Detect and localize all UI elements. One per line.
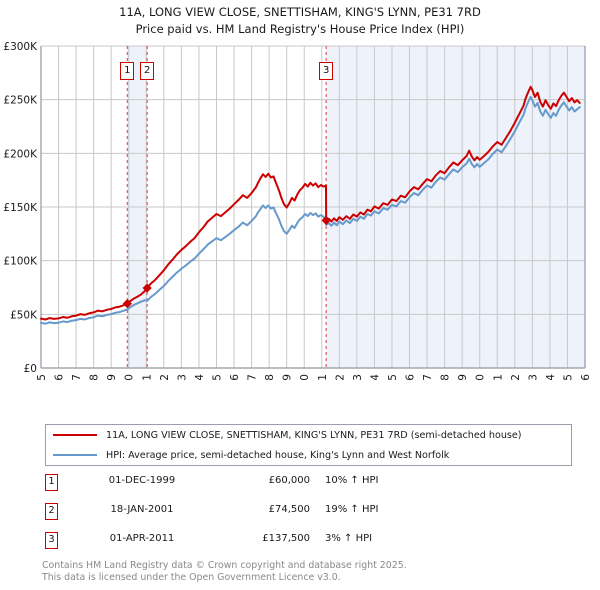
x-axis-tick-label: 2011 (317, 374, 329, 380)
sale-date: 01-DEC-1999 (108, 475, 176, 486)
x-axis-tick-label: 2014 (369, 374, 381, 380)
x-axis-tick-label: 2022 (510, 374, 522, 380)
sale-point-marker-2 (142, 283, 152, 293)
legend-swatch-hpi (53, 454, 97, 456)
y-axis-tick-label: £300K (3, 41, 38, 53)
x-axis-tick-label: 2009 (282, 374, 294, 380)
title-line-2: Price paid vs. HM Land Registry's House … (135, 22, 465, 36)
attribution: Contains HM Land Registry data © Crown c… (42, 560, 582, 583)
x-axis-tick-label: 2020 (475, 374, 487, 380)
x-axis-tick-label: 2021 (492, 374, 504, 380)
y-axis-tick-label: £100K (3, 256, 38, 268)
series-line-hpi (40, 95, 581, 325)
table-row: 3 01-APR-2011 £137,500 3% ↑ HPI (45, 532, 575, 561)
x-axis-tick-label: 2017 (422, 374, 434, 380)
x-axis-tick-label: 1997 (71, 374, 83, 380)
sales-table: 1 01-DEC-1999 £60,000 10% ↑ HPI 2 18-JAN… (45, 474, 575, 561)
sale-hpi-delta: 19% ↑ HPI (325, 504, 379, 515)
legend-item-property: 11A, LONG VIEW CLOSE, SNETTISHAM, KING'S… (46, 425, 571, 445)
sale-price: £137,500 (262, 533, 310, 544)
x-axis-tick-label: 1996 (54, 374, 66, 380)
sale-date: 18-JAN-2001 (110, 504, 174, 515)
sale-index-badge: 3 (45, 532, 58, 549)
x-axis-tick-label: 2018 (440, 374, 452, 380)
legend-swatch-property (53, 434, 97, 436)
sale-date: 01-APR-2011 (109, 533, 175, 544)
page-title: 11A, LONG VIEW CLOSE, SNETTISHAM, KING'S… (0, 4, 600, 38)
x-axis-tick-label: 1999 (106, 374, 118, 380)
x-axis-tick-label: 2013 (352, 374, 364, 380)
x-axis-tick-label: 2004 (194, 374, 206, 380)
sale-hpi-delta: 10% ↑ HPI (325, 475, 379, 486)
attribution-line-1: Contains HM Land Registry data © Crown c… (42, 560, 407, 571)
x-axis-tick-label: 2001 (141, 374, 153, 380)
price-history-chart: £0 £50K £100K £150K £200K £250K £300K 1995 1996 1… (3, 41, 592, 380)
sale-point-marker-3 (321, 215, 331, 226)
x-axis-tick-label: 1995 (36, 374, 48, 380)
x-axis-tick-label: 2016 (405, 374, 417, 380)
x-axis-tick-label: 2008 (264, 374, 276, 380)
sale-point-marker-1 (122, 299, 132, 309)
x-axis-tick-label: 1998 (89, 374, 101, 380)
sale-marker-badge-2: 2 (140, 62, 155, 80)
legend-label-property: 11A, LONG VIEW CLOSE, SNETTISHAM, KING'S… (106, 429, 522, 441)
x-axis-tick-label: 2003 (176, 374, 188, 380)
y-axis-tick-label: £200K (3, 148, 38, 160)
sale-marker-badge-1: 1 (120, 62, 135, 80)
legend-item-hpi: HPI: Average price, semi-detached house,… (46, 445, 571, 465)
y-axis-tick-label: £0 (24, 363, 37, 375)
sale-marker-badge-3: 3 (319, 62, 334, 80)
x-axis-tick-label: 2019 (457, 374, 469, 380)
y-axis-tick-label: £50K (10, 309, 38, 321)
x-axis-tick-label: 2010 (299, 374, 311, 380)
x-axis-tick-label: 2005 (211, 374, 223, 380)
y-axis-tick-label: £150K (3, 202, 38, 214)
x-axis-tick-label: 2006 (229, 374, 241, 380)
y-axis-tick-label: £250K (3, 95, 38, 107)
x-axis-tick-label: 2025 (562, 374, 574, 380)
x-axis-tick-label: 2024 (545, 374, 557, 380)
x-axis-tick-label: 2012 (334, 374, 346, 380)
x-axis-tick-label: 2015 (387, 374, 399, 380)
sale-index-badge: 1 (45, 474, 58, 491)
attribution-line-2: This data is licensed under the Open Gov… (42, 571, 341, 583)
x-axis-tick-label: 2026 (580, 374, 592, 380)
sale-price: £74,500 (268, 504, 310, 515)
chart-legend: 11A, LONG VIEW CLOSE, SNETTISHAM, KING'S… (45, 424, 572, 466)
legend-label-hpi: HPI: Average price, semi-detached house,… (106, 449, 450, 461)
x-axis-tick-label: 2007 (247, 374, 259, 380)
x-axis-tick-label: 2023 (527, 374, 539, 380)
table-row: 1 01-DEC-1999 £60,000 10% ↑ HPI (45, 474, 575, 503)
x-axis-tick-label: 2000 (124, 374, 136, 380)
table-row: 2 18-JAN-2001 £74,500 19% ↑ HPI (45, 503, 575, 532)
sale-index-badge: 2 (45, 503, 58, 520)
title-line-1: 11A, LONG VIEW CLOSE, SNETTISHAM, KING'S… (119, 5, 481, 19)
chart-plot-area: £0 £50K £100K £150K £200K £250K £300K 1995 1996 1… (0, 40, 600, 380)
sale-hpi-delta: 3% ↑ HPI (325, 533, 373, 544)
x-axis-tick-label: 2002 (159, 374, 171, 380)
sale-price: £60,000 (268, 475, 310, 486)
